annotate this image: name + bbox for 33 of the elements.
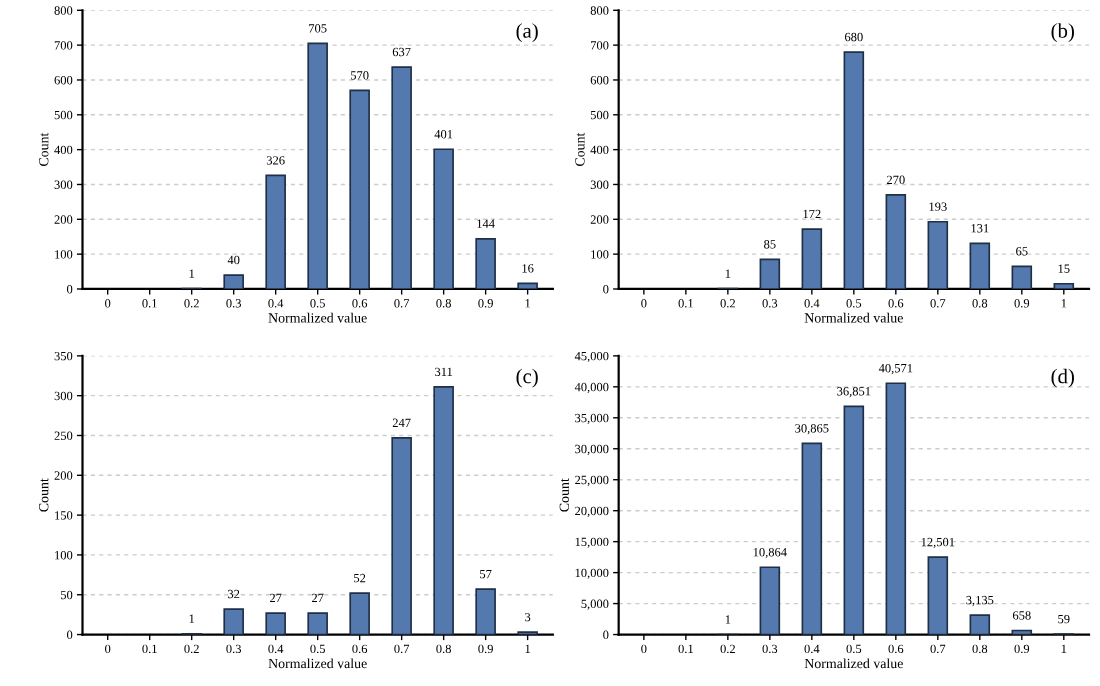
bar (265, 174, 286, 289)
bar (223, 608, 244, 635)
bar (349, 592, 370, 635)
bar (885, 382, 907, 635)
annotation: (b) (1051, 23, 1074, 43)
bar (843, 405, 865, 635)
bar (307, 42, 328, 289)
bar (843, 51, 865, 289)
bar (391, 437, 412, 635)
bar (517, 282, 538, 289)
bar (475, 237, 496, 289)
bar (969, 242, 991, 289)
bar (391, 66, 412, 289)
bar (433, 148, 454, 289)
bar (265, 612, 286, 635)
bar (307, 612, 328, 635)
bar (433, 386, 454, 635)
bar (927, 556, 949, 635)
bar (1011, 265, 1033, 289)
bar (759, 258, 781, 289)
bar (969, 614, 991, 635)
bar (349, 89, 370, 289)
annotation: (a) (516, 23, 538, 43)
bar (475, 588, 496, 635)
bar (223, 274, 244, 289)
annotation: (d) (1051, 368, 1074, 388)
bar (885, 194, 907, 289)
bar (801, 442, 823, 635)
annotation: (c) (516, 368, 538, 388)
bar (1053, 282, 1075, 289)
bar (801, 228, 823, 289)
bar (759, 566, 781, 635)
bar (927, 220, 949, 289)
